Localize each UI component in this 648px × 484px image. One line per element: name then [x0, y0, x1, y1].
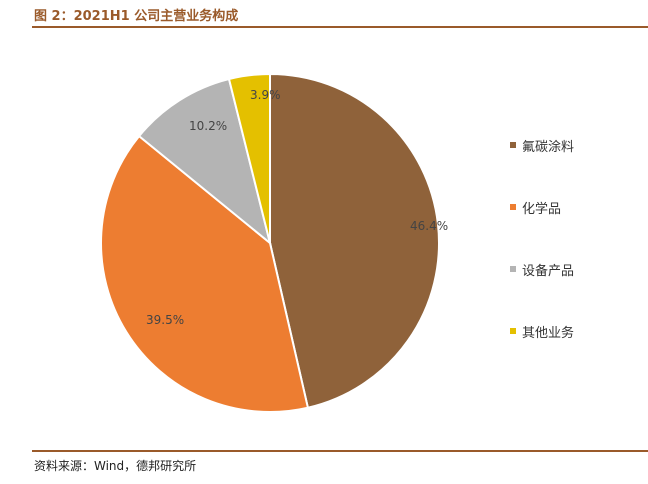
chart-area: 46.4% 39.5% 10.2% 3.9% — [32, 28, 648, 450]
pie-slice-0 — [269, 72, 440, 409]
legend-label-1: 化学品 — [522, 201, 562, 217]
legend-item-1: 化学品 — [510, 198, 562, 217]
legend-label-3: 其他业务 — [522, 325, 575, 341]
legend-item-0: 氟碳涂料 — [510, 136, 575, 155]
legend-item-3: 其他业务 — [510, 322, 575, 341]
source-note: 资料来源：Wind，德邦研究所 — [34, 459, 197, 473]
legend-label-2: 设备产品 — [522, 263, 575, 279]
legend-swatch-0 — [510, 142, 516, 148]
slice-label-2: 10.2% — [189, 119, 227, 133]
slice-label-1: 39.5% — [146, 313, 184, 327]
legend-label-0: 氟碳涂料 — [522, 139, 575, 155]
pie-chart: 46.4% 39.5% 10.2% 3.9% — [100, 72, 448, 413]
legend-swatch-1 — [510, 204, 516, 210]
slice-label-0: 46.4% — [410, 219, 448, 233]
legend-swatch-3 — [510, 328, 516, 334]
pie-slice-1 — [100, 134, 310, 413]
bottom-rule — [32, 450, 648, 452]
slice-label-3: 3.9% — [250, 88, 281, 102]
pie-slice-3 — [227, 72, 271, 244]
legend-item-2: 设备产品 — [510, 260, 575, 279]
top-rule — [32, 26, 648, 28]
pie-slice-2 — [137, 77, 272, 246]
figure-title: 图 2：2021H1 公司主营业务构成 — [34, 9, 239, 24]
legend-swatch-2 — [510, 266, 516, 272]
